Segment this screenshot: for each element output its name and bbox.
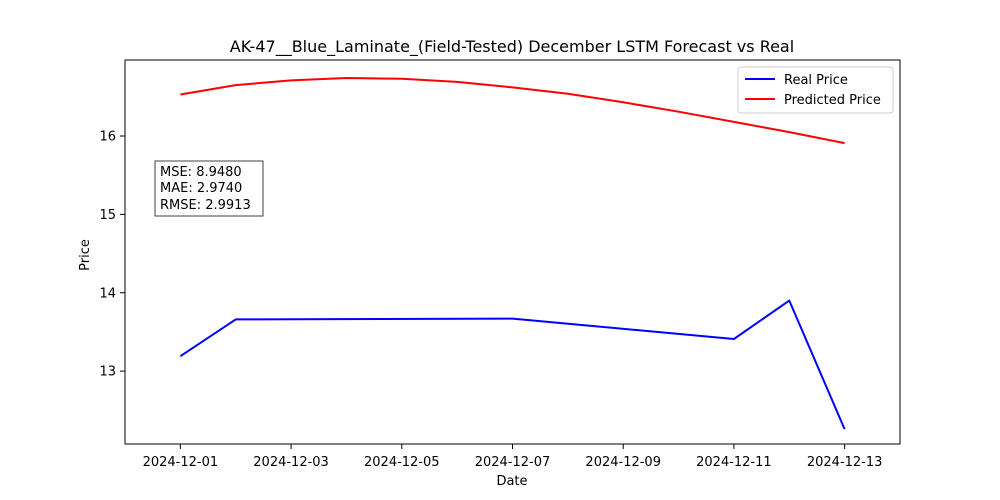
x-tick-label: 2024-12-01 — [143, 455, 219, 470]
x-tick-label: 2024-12-09 — [585, 455, 661, 470]
legend: Real Price Predicted Price — [737, 66, 894, 114]
x-axis-ticks: 2024-12-01 2024-12-03 2024-12-05 2024-12-07… — [143, 444, 883, 470]
x-tick-label: 2024-12-11 — [696, 455, 772, 470]
x-tick-label: 2024-12-13 — [807, 455, 883, 470]
chart-title: AK-47__Blue_Laminate_(Field-Tested) Dece… — [230, 37, 794, 57]
metrics-box — [154, 160, 264, 217]
legend-label-predicted-price: Predicted Price — [784, 93, 881, 108]
x-tick-label: 2024-12-07 — [475, 455, 551, 470]
series-layer — [179, 77, 846, 430]
y-axis-label: Price — [78, 239, 93, 271]
metric-rmse: RMSE: 2.9913 — [160, 198, 251, 213]
metric-mae: MAE: 2.9740 — [160, 181, 242, 196]
x-tick-label: 2024-12-03 — [253, 455, 329, 470]
metrics-annotation: MSE: 8.9480 MAE: 2.9740 RMSE: 2.9913 — [154, 160, 264, 217]
y-tick-label: 15 — [99, 208, 116, 223]
x-axis-label: Date — [496, 474, 527, 489]
legend-label-real-price: Real Price — [784, 73, 848, 88]
y-axis-ticks: 13 14 15 16 — [99, 130, 125, 380]
y-tick-label: 16 — [99, 130, 116, 145]
metric-mse: MSE: 8.9480 — [160, 165, 242, 180]
series-line-predicted-price — [180, 77, 845, 145]
series-line-real-price — [179, 299, 846, 430]
x-tick-label: 2024-12-05 — [364, 455, 440, 470]
y-tick-label: 14 — [99, 286, 116, 301]
y-tick-label: 13 — [99, 365, 116, 380]
legend-box — [737, 66, 894, 114]
